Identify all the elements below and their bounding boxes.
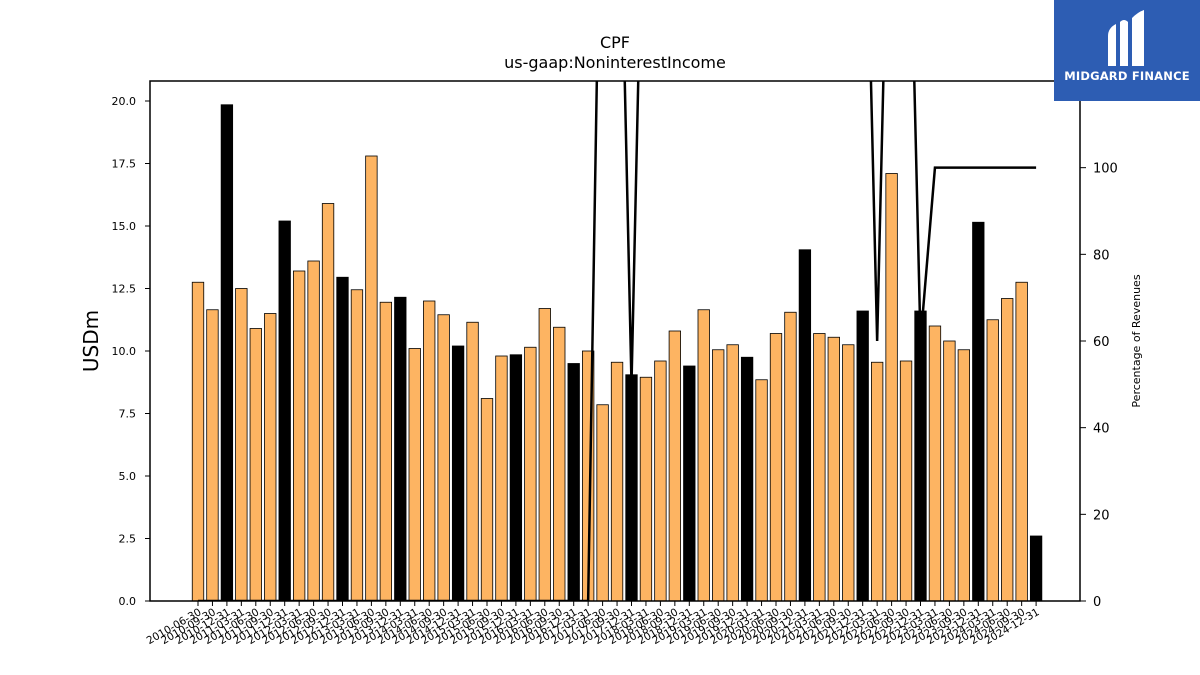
bar-2014-03-31 bbox=[408, 348, 421, 602]
bar-2010-06-30 bbox=[191, 281, 205, 602]
bar-2020-03-31 bbox=[755, 379, 768, 602]
brand-logo: MIDGARD FINANCE bbox=[1054, 0, 1200, 101]
bar-2018-09-30 bbox=[668, 330, 681, 602]
bar-2022-06-30 bbox=[885, 173, 898, 602]
bar-2015-09-30 bbox=[495, 355, 508, 602]
bar-2017-12-31 bbox=[625, 374, 638, 602]
bar-2018-12-31 bbox=[683, 365, 696, 602]
bar-2020-09-30 bbox=[784, 311, 797, 602]
bar-2023-03-31 bbox=[928, 325, 942, 602]
chart-title: CPF bbox=[600, 33, 630, 52]
y-tick-label: 7.5 bbox=[119, 408, 137, 421]
bar-2020-12-31 bbox=[798, 249, 812, 602]
y2-axis-label: Percentage of Revenues bbox=[1130, 274, 1143, 407]
bar-2018-03-31 bbox=[639, 376, 653, 602]
bar-2014-12-31 bbox=[451, 345, 465, 602]
bars-group bbox=[191, 104, 1043, 602]
y2-tick-label: 40 bbox=[1093, 422, 1110, 437]
y2-tick-label: 100 bbox=[1093, 162, 1118, 177]
y2-tick-label: 80 bbox=[1093, 248, 1110, 263]
bar-2024-12-31 bbox=[1029, 535, 1043, 602]
bar-2018-06-30 bbox=[654, 360, 667, 602]
bar-2011-12-31 bbox=[278, 220, 291, 602]
y-tick-label: 10.0 bbox=[112, 345, 137, 358]
midgard-logo-icon bbox=[1108, 10, 1144, 66]
chart-subtitle: us-gaap:NoninterestIncome bbox=[504, 53, 726, 72]
bar-2016-06-30 bbox=[538, 308, 551, 602]
bar-2012-09-30 bbox=[321, 203, 335, 602]
bar-2013-09-30 bbox=[379, 301, 393, 602]
bar-2022-12-31 bbox=[914, 310, 927, 602]
bar-2010-12-31 bbox=[220, 104, 234, 602]
y-tick-label: 17.5 bbox=[112, 158, 137, 171]
bar-2010-09-30 bbox=[206, 309, 219, 602]
y-axis-label: USDm bbox=[79, 310, 103, 372]
bar-2023-06-30 bbox=[943, 340, 956, 602]
bar-2015-03-31 bbox=[466, 321, 479, 602]
bar-2021-06-30 bbox=[827, 336, 840, 602]
bar-2014-09-30 bbox=[437, 314, 450, 602]
y-tick-label: 5.0 bbox=[119, 470, 137, 483]
bar-2021-03-31 bbox=[813, 333, 826, 602]
bar-2020-06-30 bbox=[769, 333, 783, 602]
bar-2011-03-31 bbox=[235, 288, 248, 602]
bar-2019-12-31 bbox=[740, 356, 754, 602]
left-axis: 0.0 2.5 5.0 7.5 10.0 12.5 15.0 17.5 20.0 bbox=[112, 95, 150, 608]
bar-2019-03-31 bbox=[697, 309, 710, 602]
bar-2011-09-30 bbox=[264, 313, 277, 602]
y2-tick-label: 20 bbox=[1093, 508, 1110, 523]
bar-2017-09-30 bbox=[610, 361, 624, 602]
bar-2015-06-30 bbox=[480, 398, 494, 602]
bar-2012-12-31 bbox=[336, 276, 349, 602]
bar-2015-12-31 bbox=[509, 354, 523, 602]
bar-2016-12-31 bbox=[567, 363, 580, 602]
bar-2023-09-30 bbox=[957, 349, 970, 602]
brand-name: MIDGARD FINANCE bbox=[1064, 69, 1190, 83]
bar-2017-06-30 bbox=[596, 404, 609, 602]
bar-2013-12-31 bbox=[394, 296, 407, 602]
bar-2023-12-31 bbox=[972, 221, 985, 602]
y-tick-label: 0.0 bbox=[119, 595, 137, 608]
bar-2024-03-31 bbox=[986, 319, 999, 602]
y2-tick-label: 60 bbox=[1093, 335, 1110, 350]
bar-2016-09-30 bbox=[553, 326, 566, 602]
y-tick-label: 12.5 bbox=[112, 283, 137, 296]
y-tick-label: 20.0 bbox=[112, 95, 137, 108]
bar-2013-06-30 bbox=[365, 155, 378, 602]
bar-2024-09-30 bbox=[1015, 281, 1028, 602]
bar-2019-09-30 bbox=[726, 344, 739, 602]
y-tick-label: 15.0 bbox=[112, 220, 137, 233]
bar-2011-06-30 bbox=[249, 328, 262, 602]
bar-2019-06-30 bbox=[712, 349, 725, 602]
bar-2012-06-30 bbox=[307, 260, 320, 602]
bar-2022-03-31 bbox=[871, 361, 884, 602]
bar-2024-06-30 bbox=[1001, 298, 1014, 602]
bar-2021-12-31 bbox=[856, 310, 869, 602]
bar-2022-09-30 bbox=[899, 360, 913, 602]
y2-tick-label: 0 bbox=[1093, 595, 1101, 610]
bar-2014-06-30 bbox=[423, 300, 436, 602]
bar-2013-03-31 bbox=[350, 289, 364, 602]
bar-2016-03-31 bbox=[524, 346, 537, 602]
bar-2021-09-30 bbox=[842, 344, 855, 602]
y-tick-label: 2.5 bbox=[119, 533, 137, 546]
x-axis: 2010-06-302010-09-302010-12-312011-03-31… bbox=[145, 601, 1042, 647]
right-axis: 0 20 40 60 80 100 bbox=[1080, 162, 1118, 610]
bar-2012-03-31 bbox=[292, 270, 306, 602]
